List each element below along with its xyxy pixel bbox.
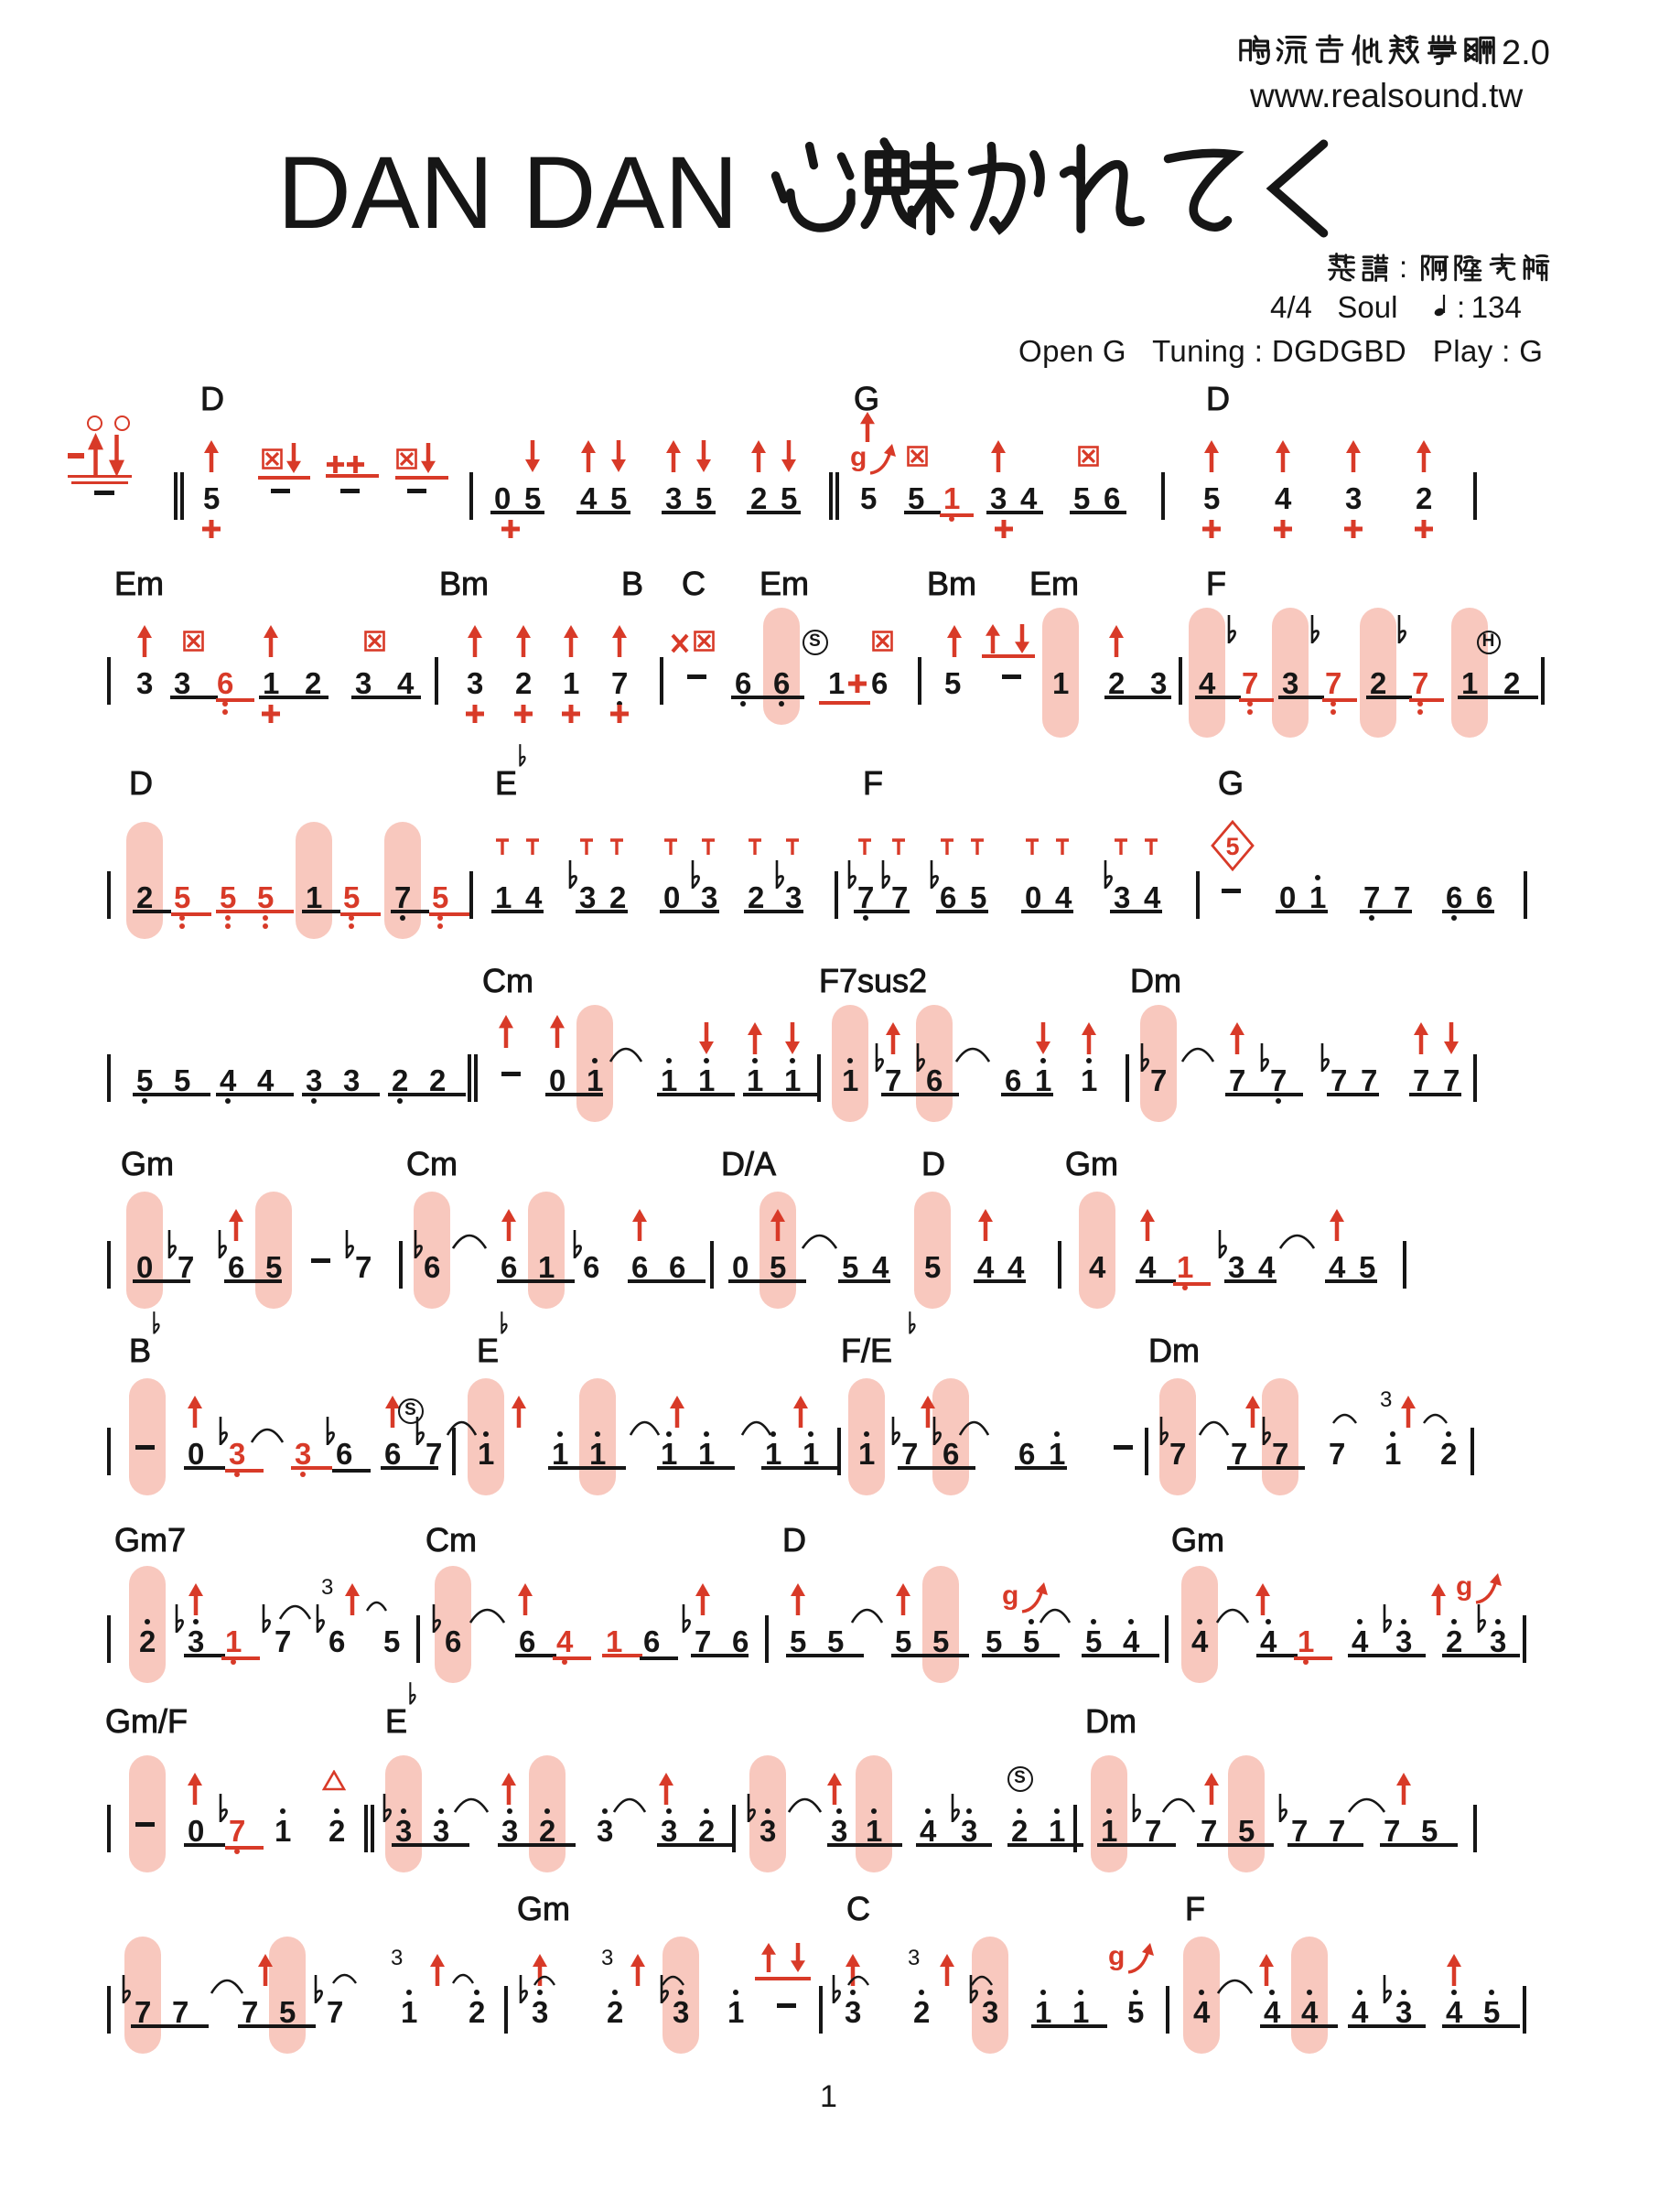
svg-text:5: 5 bbox=[1225, 833, 1239, 860]
